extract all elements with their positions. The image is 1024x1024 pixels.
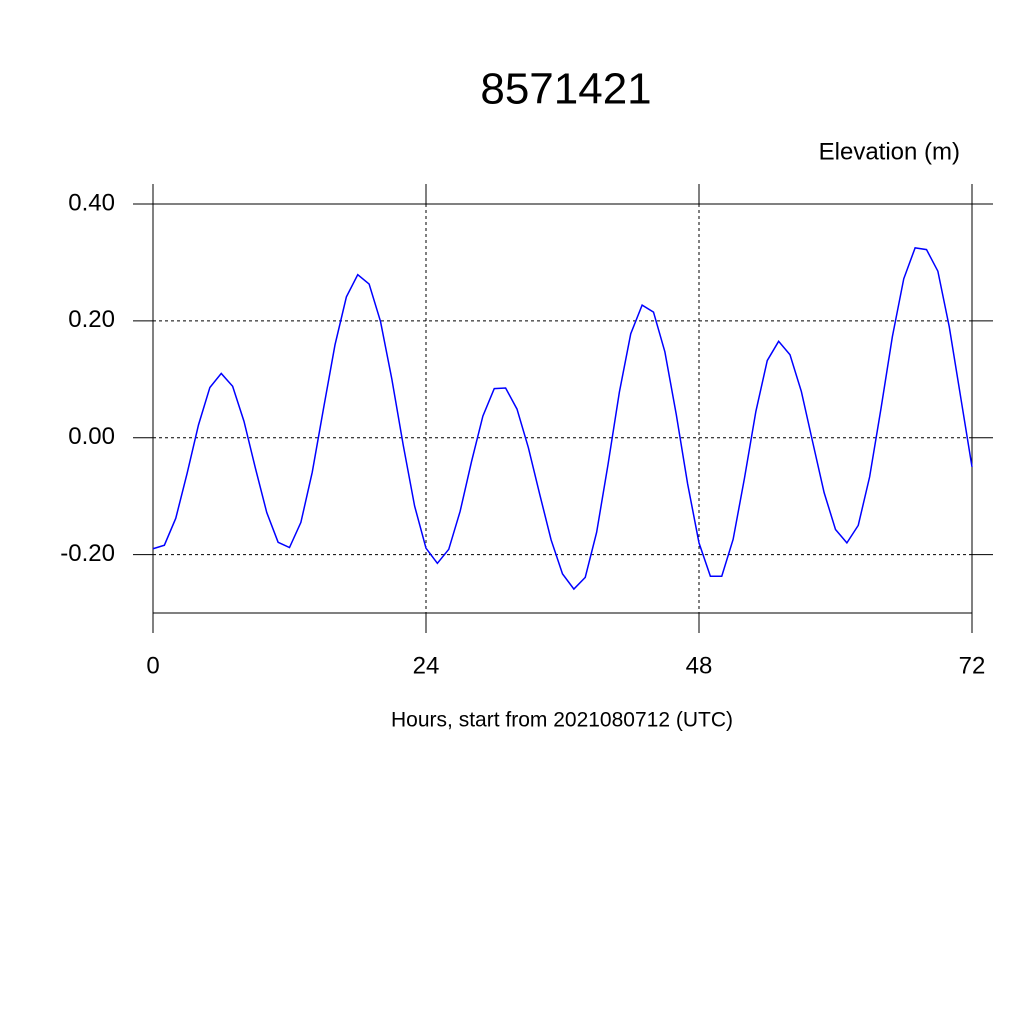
x-tick-label: 0 <box>146 652 159 679</box>
x-tick-label: 48 <box>686 652 713 679</box>
data-line <box>152 246 973 591</box>
plot-frame <box>152 203 973 614</box>
x-tick-label: 72 <box>959 652 986 679</box>
y-axis-label: Elevation (m) <box>819 138 960 165</box>
y-tick-label: 0.00 <box>68 423 115 450</box>
y-tick-label: -0.20 <box>60 540 115 567</box>
x-axis-label: Hours, start from 2021080712 (UTC) <box>391 709 733 732</box>
y-tick-label: 0.40 <box>68 189 115 216</box>
y-tick-label: 0.20 <box>68 306 115 333</box>
chart-title: 8571421 <box>480 65 651 114</box>
x-tick-label: 24 <box>413 652 440 679</box>
